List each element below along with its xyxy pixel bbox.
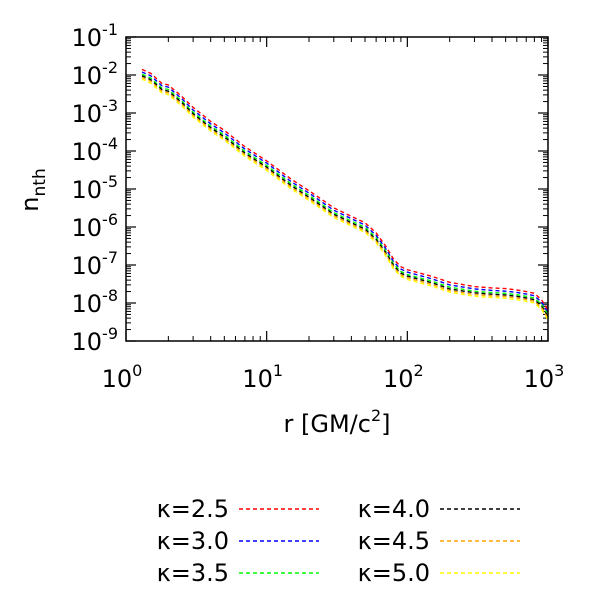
y-tick-label: 10-7	[72, 248, 119, 280]
y-tick-label: 10-1	[72, 20, 119, 52]
x-tick-label: 100	[102, 361, 143, 393]
legend-label: κ=2.5	[157, 495, 229, 523]
series-line-4	[141, 75, 549, 317]
series-line-5	[141, 76, 549, 319]
y-tick-label: 10-3	[72, 96, 119, 128]
series-line-1	[141, 68, 549, 311]
legend-label: κ=4.5	[358, 527, 430, 555]
y-tick-label: 10-6	[72, 210, 119, 242]
legend-label: κ=5.0	[358, 559, 430, 587]
legend-label: κ=3.5	[157, 559, 229, 587]
y-tick-label: 10-5	[72, 172, 119, 204]
y-axis-ticks: 10-1 10-2 10-3 10-4 10-5 10-6 10-7 10-8 10-9	[72, 20, 548, 356]
series-line-3	[141, 73, 549, 316]
legend-label: κ=3.0	[157, 527, 229, 555]
x-axis-label: r [GM/c2]	[283, 406, 390, 438]
plot-area-frame	[125, 36, 549, 342]
x-tick-label: 101	[242, 361, 283, 393]
legend-label: κ=4.0	[358, 495, 430, 523]
y-axis-label: nnth	[16, 168, 50, 211]
x-axis-ticks: 100 101 102 103	[102, 37, 565, 393]
legend: κ=2.5 κ=3.0 κ=3.5 κ=4.0 κ=4.5 κ=5.0	[157, 495, 520, 587]
x-tick-label: 103	[524, 361, 565, 393]
y-tick-label: 10-9	[72, 324, 119, 356]
x-tick-label: 102	[383, 361, 424, 393]
y-tick-label: 10-4	[72, 134, 119, 166]
series-layer	[141, 68, 549, 321]
series-line-2	[141, 71, 549, 313]
y-tick-label: 10-8	[72, 286, 119, 318]
y-tick-label: 10-2	[72, 58, 119, 90]
